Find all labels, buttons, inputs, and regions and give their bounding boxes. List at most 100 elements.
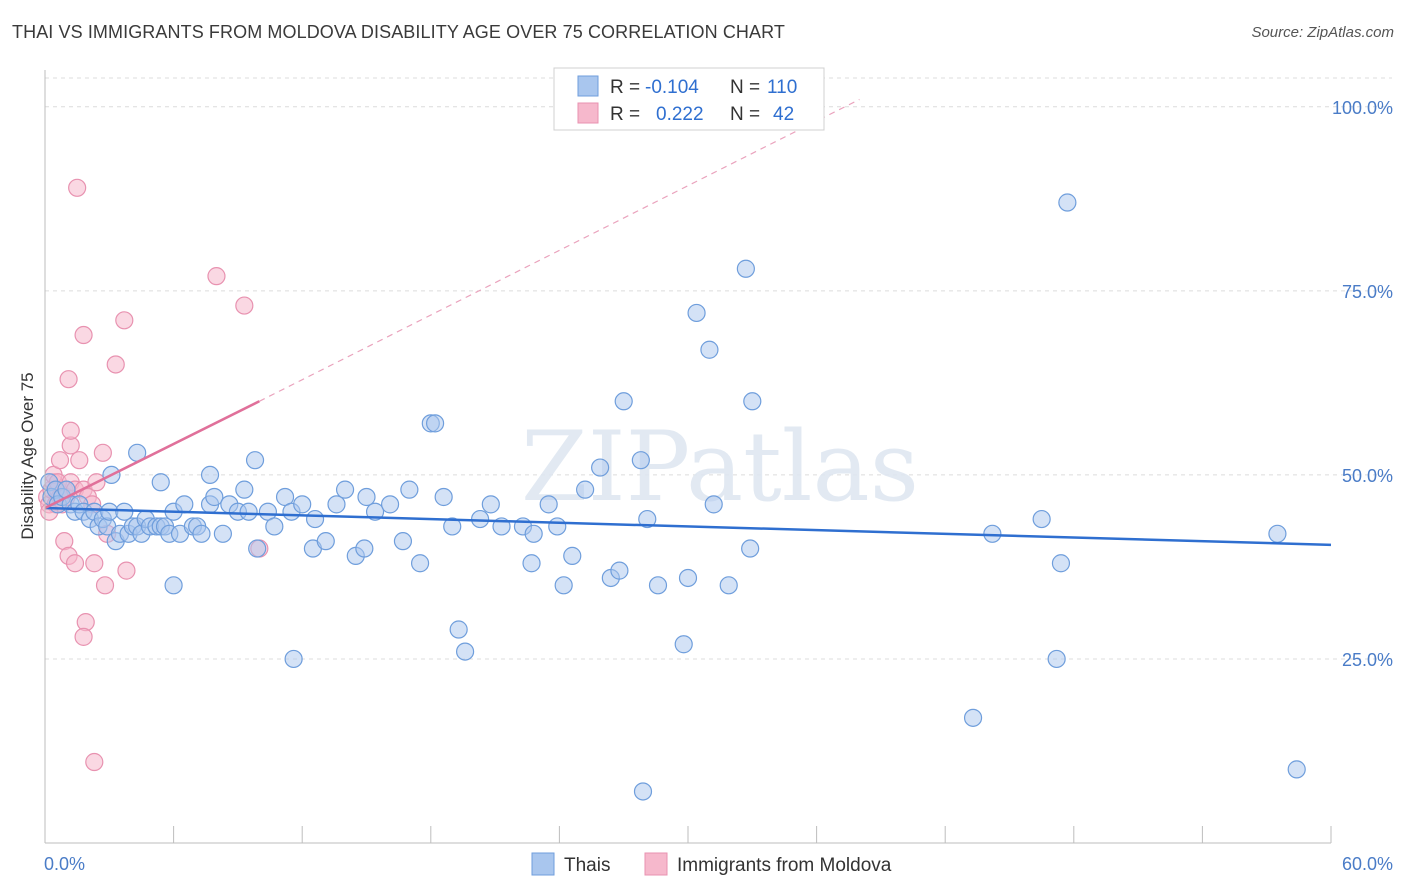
moldova-point: [70, 451, 89, 470]
thais-point: [1047, 649, 1066, 669]
thais-point: [410, 554, 430, 573]
thais-point: [1032, 509, 1051, 529]
moldova-point: [74, 325, 93, 345]
thais-point: [674, 635, 693, 654]
moldova-point: [95, 576, 115, 595]
moldova-point: [50, 451, 70, 470]
thais-point: [316, 532, 335, 551]
moldova-point: [65, 554, 85, 573]
thais-point: [591, 458, 610, 477]
thais-point: [633, 782, 653, 801]
thais-point: [614, 392, 633, 411]
x-tick-label-max: 60.0%: [1342, 854, 1393, 874]
moldova-point: [85, 752, 104, 772]
thais-point: [245, 451, 265, 470]
y-tick-label-75: 75.0%: [1342, 282, 1393, 302]
thais-point: [554, 576, 573, 595]
thais-point: [284, 649, 303, 669]
legend-r-value-thais: -0.104: [645, 77, 699, 98]
y-axis-title: Disability Age Over 75: [18, 372, 37, 539]
x-tick-label-min: 0.0%: [44, 854, 85, 874]
moldova-point: [115, 311, 134, 330]
thais-point: [434, 487, 453, 507]
thais-point: [1268, 524, 1287, 543]
legend-swatch-moldova: [577, 102, 599, 124]
thais-point: [200, 465, 220, 485]
axes: [44, 70, 1332, 844]
thais-point: [719, 576, 738, 595]
legend-n-value-moldova: 42: [773, 104, 794, 125]
stats-legend: R = -0.104 N = 110 R = 0.222 N = 42: [553, 67, 825, 131]
thais-point: [443, 517, 462, 536]
thais-point: [400, 480, 419, 499]
legend-n-label-moldova: N =: [730, 104, 760, 125]
bottom-legend-label-thais: Thais: [564, 855, 610, 876]
thais-point: [481, 495, 500, 514]
thais-point: [164, 576, 183, 595]
thais-point: [425, 414, 445, 433]
trend-lines: [44, 98, 1332, 547]
thais-point: [248, 539, 267, 558]
moldova-point: [93, 443, 112, 462]
thais-point: [192, 524, 211, 543]
thais-point: [610, 561, 629, 580]
thais-point: [293, 495, 312, 514]
moldova-point: [68, 178, 87, 197]
thais-point: [380, 495, 400, 514]
moldova-point: [59, 370, 78, 389]
y-tick-label-100: 100.0%: [1332, 98, 1393, 118]
thais-point: [576, 480, 595, 499]
bottom-legend-swatch-thais: [531, 852, 555, 876]
legend-r-value-moldova: 0.222: [656, 104, 704, 125]
thais-point: [151, 473, 170, 492]
legend-swatch-thais: [577, 75, 599, 97]
thais-point: [327, 495, 346, 514]
thais-point: [687, 303, 706, 323]
moldova-point: [106, 355, 125, 374]
moldova-trend-extension: [259, 98, 860, 402]
moldova-trend-line: [44, 400, 260, 510]
thais-point: [205, 487, 224, 507]
thais-point: [548, 517, 567, 536]
thais-point: [678, 568, 698, 588]
moldova-point: [74, 627, 93, 646]
thais-point: [631, 451, 650, 470]
thais-point: [239, 502, 258, 521]
source-label: Source: ZipAtlas.com: [1251, 24, 1394, 41]
thais-point: [335, 480, 355, 499]
thais-point: [704, 495, 723, 514]
chart-title: THAI VS IMMIGRANTS FROM MOLDOVA DISABILI…: [12, 22, 786, 42]
legend-r-label-thais: R =: [610, 77, 640, 98]
thais-point: [455, 642, 475, 661]
y-tick-label-50: 50.0%: [1342, 466, 1393, 486]
thais-point: [449, 620, 468, 639]
thais-trend-line: [44, 506, 1332, 547]
thais-point: [365, 502, 385, 521]
thais-point: [539, 495, 558, 514]
thais-point: [524, 524, 543, 543]
thais-point: [355, 539, 374, 558]
thais-point: [736, 259, 755, 278]
legend-n-value-thais: 110: [767, 77, 797, 98]
thais-point: [522, 554, 541, 573]
thais-point: [563, 546, 582, 565]
moldova-point: [235, 296, 254, 315]
moldova-point: [207, 267, 226, 286]
thais-point: [700, 340, 719, 359]
legend-n-label-thais: N =: [730, 77, 760, 98]
legend-r-label-moldova: R =: [610, 104, 640, 125]
y-tick-label-25: 25.0%: [1342, 650, 1393, 670]
thais-point: [235, 480, 254, 499]
x-tick-labels: 0.0% 60.0%: [44, 854, 1393, 874]
thais-point: [357, 487, 376, 507]
thais-point: [1287, 760, 1306, 779]
bottom-legend-swatch-moldova: [644, 852, 668, 876]
series-moldova-points: [38, 178, 269, 772]
moldova-point: [61, 421, 80, 440]
thais-point: [648, 576, 668, 595]
thais-point: [741, 539, 760, 558]
thais-point: [638, 509, 657, 529]
series-legend: Thais Immigrants from Moldova: [531, 852, 892, 876]
thais-point: [393, 532, 413, 551]
